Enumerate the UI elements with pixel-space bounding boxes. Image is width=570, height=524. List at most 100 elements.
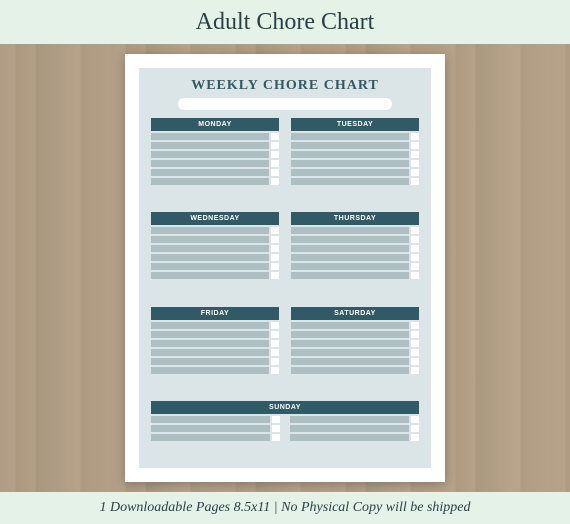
chore-row (151, 331, 279, 338)
check-box (411, 425, 419, 432)
check-box (411, 245, 419, 252)
chore-row (291, 178, 419, 185)
day-block-wednesday: WEDNESDAY (151, 212, 279, 298)
day-block-thursday: THURSDAY (291, 212, 419, 298)
check-box (271, 245, 279, 252)
task-slot (151, 340, 269, 347)
check-box (411, 367, 419, 374)
check-box (411, 254, 419, 261)
chore-row (151, 434, 280, 441)
check-box (272, 416, 280, 423)
task-slot (151, 434, 270, 441)
task-slot (151, 142, 269, 149)
check-box (411, 142, 419, 149)
check-box (271, 254, 279, 261)
check-box (411, 236, 419, 243)
day-block-tuesday: TUESDAY (291, 118, 419, 204)
task-slot (291, 367, 409, 374)
stage: WEEKLY CHORE CHART MONDAYTUESDAYWEDNESDA… (0, 44, 570, 492)
check-box (411, 151, 419, 158)
chore-row (290, 434, 419, 441)
task-slot (151, 245, 269, 252)
name-slot (178, 98, 392, 110)
task-slot (151, 178, 269, 185)
day-header: MONDAY (151, 118, 279, 131)
check-box (411, 322, 419, 329)
task-slot (291, 322, 409, 329)
task-slot (291, 178, 409, 185)
chore-row (151, 160, 279, 167)
check-box (271, 367, 279, 374)
task-slot (291, 358, 409, 365)
chore-row (151, 272, 279, 279)
task-slot (290, 434, 409, 441)
task-slot (291, 245, 409, 252)
task-slot (291, 169, 409, 176)
check-box (271, 272, 279, 279)
chore-row (291, 245, 419, 252)
chore-row (291, 263, 419, 270)
chore-row (290, 425, 419, 432)
task-slot (291, 331, 409, 338)
chore-row (291, 340, 419, 347)
task-slot (151, 151, 269, 158)
task-slot (151, 236, 269, 243)
chore-row (291, 322, 419, 329)
chore-row (291, 272, 419, 279)
chore-row (151, 416, 280, 423)
rows (291, 133, 419, 185)
chore-row (151, 425, 280, 432)
task-slot (151, 358, 269, 365)
rows (291, 322, 419, 374)
chore-row (291, 236, 419, 243)
day-block-sunday: SUNDAY (151, 401, 419, 460)
task-slot (151, 169, 269, 176)
check-box (411, 434, 419, 441)
rows (291, 227, 419, 279)
check-box (411, 416, 419, 423)
task-slot (291, 349, 409, 356)
check-box (411, 133, 419, 140)
task-slot (151, 322, 269, 329)
rows (151, 416, 419, 441)
chore-row (291, 358, 419, 365)
chore-row (151, 340, 279, 347)
task-slot (151, 227, 269, 234)
day-header: WEDNESDAY (151, 212, 279, 225)
task-slot (151, 133, 269, 140)
check-box (411, 178, 419, 185)
check-box (411, 227, 419, 234)
chore-row (151, 236, 279, 243)
task-slot (291, 340, 409, 347)
check-box (271, 340, 279, 347)
rows (151, 322, 279, 374)
chore-row (291, 227, 419, 234)
check-box (271, 133, 279, 140)
chore-row (290, 416, 419, 423)
sunday-col (290, 416, 419, 441)
chore-row (151, 151, 279, 158)
chore-row (151, 367, 279, 374)
check-box (271, 151, 279, 158)
day-header: SATURDAY (291, 307, 419, 320)
task-slot (151, 254, 269, 261)
day-block-saturday: SATURDAY (291, 307, 419, 393)
day-header: THURSDAY (291, 212, 419, 225)
task-slot (291, 254, 409, 261)
chore-row (151, 322, 279, 329)
check-box (271, 322, 279, 329)
chore-row (151, 133, 279, 140)
task-slot (151, 349, 269, 356)
task-slot (290, 425, 409, 432)
chore-row (291, 169, 419, 176)
check-box (411, 272, 419, 279)
chore-row (291, 133, 419, 140)
task-slot (291, 236, 409, 243)
day-header: SUNDAY (151, 401, 419, 414)
check-box (271, 263, 279, 270)
task-slot (291, 133, 409, 140)
chore-row (151, 142, 279, 149)
check-box (271, 358, 279, 365)
task-slot (151, 263, 269, 270)
check-box (271, 349, 279, 356)
